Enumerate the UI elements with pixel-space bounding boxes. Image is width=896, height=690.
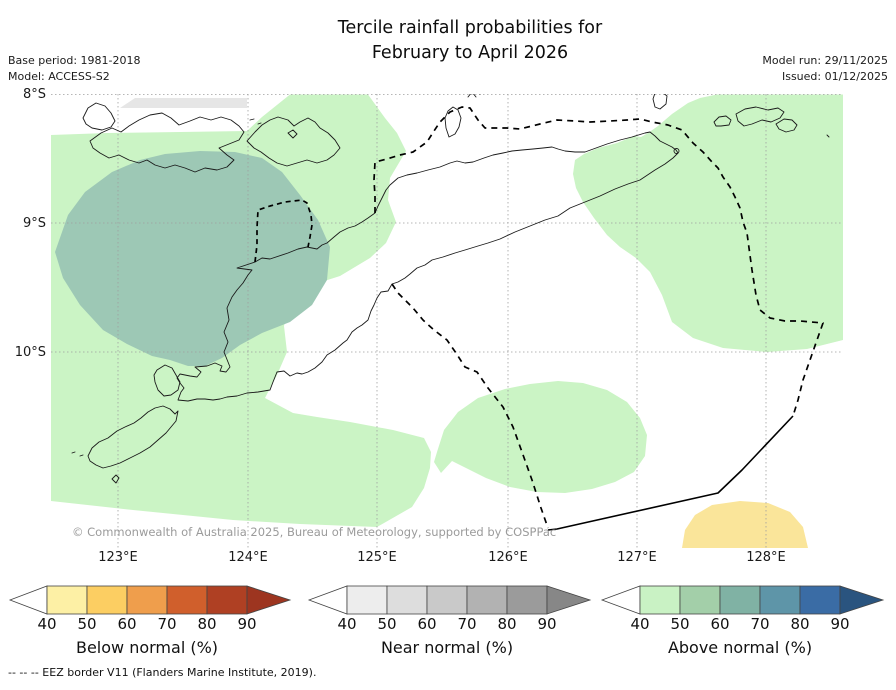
eez-border-oecusse-dashed [254,199,313,263]
legend-near-cell-4 [466,585,508,615]
legend-above-normal-bar [600,585,885,615]
coastline-rote-island [71,405,179,484]
legend-above-cell-4 [759,585,801,615]
coastline-semau-island [153,364,181,397]
coastline-wetar-group-islands [652,94,830,138]
x-axis-tick-124e: 124°E [228,550,268,565]
model-text: Model: ACCESS-S2 [8,70,110,83]
x-axis-tick-126e: 126°E [488,550,528,565]
legend-above-left-arrow [600,585,641,615]
near-tick-40: 40 [337,615,357,633]
region-below-normal-40-50 [682,501,808,548]
near-tick-50: 50 [377,615,397,633]
legend-near-right-arrow [546,585,592,615]
near-tick-70: 70 [457,615,477,633]
legend-near-cell-1 [346,585,388,615]
map-plot-area [51,94,843,548]
x-axis-tick-125e: 125°E [357,550,397,565]
legend-label-below-normal: Below normal (%) [75,638,219,657]
coastline-timor-island [176,131,679,402]
y-axis-tick-8s: 8°S [22,87,46,102]
model-info: Base period: 1981-2018 Model: ACCESS-S2 [8,53,140,85]
eez-border-southeast-solid [547,415,794,531]
near-tick-80: 80 [497,615,517,633]
legend-below-right-arrow [246,585,292,615]
coastline-atauro-island [444,94,482,138]
above-tick-70: 70 [750,615,770,633]
x-axis-tick-123e: 123°E [98,550,138,565]
legend-below-cell-2 [86,585,128,615]
region-above-normal-50-60 [55,151,330,366]
near-tick-60: 60 [417,615,437,633]
legend-below-cell-1 [46,585,88,615]
title-line-2: February to April 2026 [371,43,569,63]
eez-footnote: -- -- -- EEZ border V11 (Flanders Marine… [8,666,317,679]
model-run-text: Model run: 29/11/2025 [762,54,888,67]
eez-border-south-dashed [391,283,549,529]
y-axis-tick-10s: 10°S [14,345,46,360]
eez-borders [254,106,824,531]
y-axis-tick-9s: 9°S [22,216,46,231]
near-tick-90: 90 [537,615,557,633]
x-axis-tick-127e: 127°E [617,550,657,565]
coastline-alor-islands [82,102,341,173]
legend-label-above-normal: Above normal (%) [667,638,813,657]
below-tick-70: 70 [157,615,177,633]
legend-near-normal-bar [307,585,592,615]
legend-label-near-normal: Near normal (%) [380,638,514,657]
run-info: Model run: 29/11/2025 Issued: 01/12/2025 [762,53,888,85]
legend-below-cell-4 [166,585,208,615]
title-line-1: Tercile rainfall probabilities for [337,18,603,38]
coastline-jaco-islet [673,148,680,154]
legend-above-right-arrow [839,585,885,615]
above-tick-90: 90 [830,615,850,633]
above-tick-40: 40 [630,615,650,633]
x-axis-tick-128e: 128°E [746,550,786,565]
above-tick-80: 80 [790,615,810,633]
legend-below-cell-3 [126,585,168,615]
base-period-text: Base period: 1981-2018 [8,54,141,67]
below-tick-40: 40 [37,615,57,633]
legend-near-cell-2 [386,585,428,615]
issued-text: Issued: 01/12/2025 [781,70,888,83]
copyright-text: © Commonwealth of Australia 2025, Bureau… [72,525,557,539]
below-tick-80: 80 [197,615,217,633]
gridlines [51,94,843,548]
legend-near-left-arrow [307,585,348,615]
legend-near-cell-3 [426,585,468,615]
eez-border-north-dashed [373,106,824,417]
legend-above-cell-3 [719,585,761,615]
region-near-normal-40-50 [120,98,247,108]
below-tick-60: 60 [117,615,137,633]
legend-above-cell-2 [679,585,721,615]
region-above-normal-40-50-south [434,381,647,493]
legend-below-normal-bar [8,585,292,615]
above-tick-50: 50 [670,615,690,633]
above-tick-60: 60 [710,615,730,633]
legend-above-cell-5 [799,585,841,615]
legend-below-cell-5 [206,585,248,615]
legend-near-cell-5 [506,585,548,615]
legend-below-left-arrow [8,585,48,615]
coastlines [71,94,830,484]
below-tick-90: 90 [237,615,257,633]
below-tick-50: 50 [77,615,97,633]
page-title: Tercile rainfall probabilities for Febru… [42,16,896,66]
legend-above-cell-1 [639,585,681,615]
